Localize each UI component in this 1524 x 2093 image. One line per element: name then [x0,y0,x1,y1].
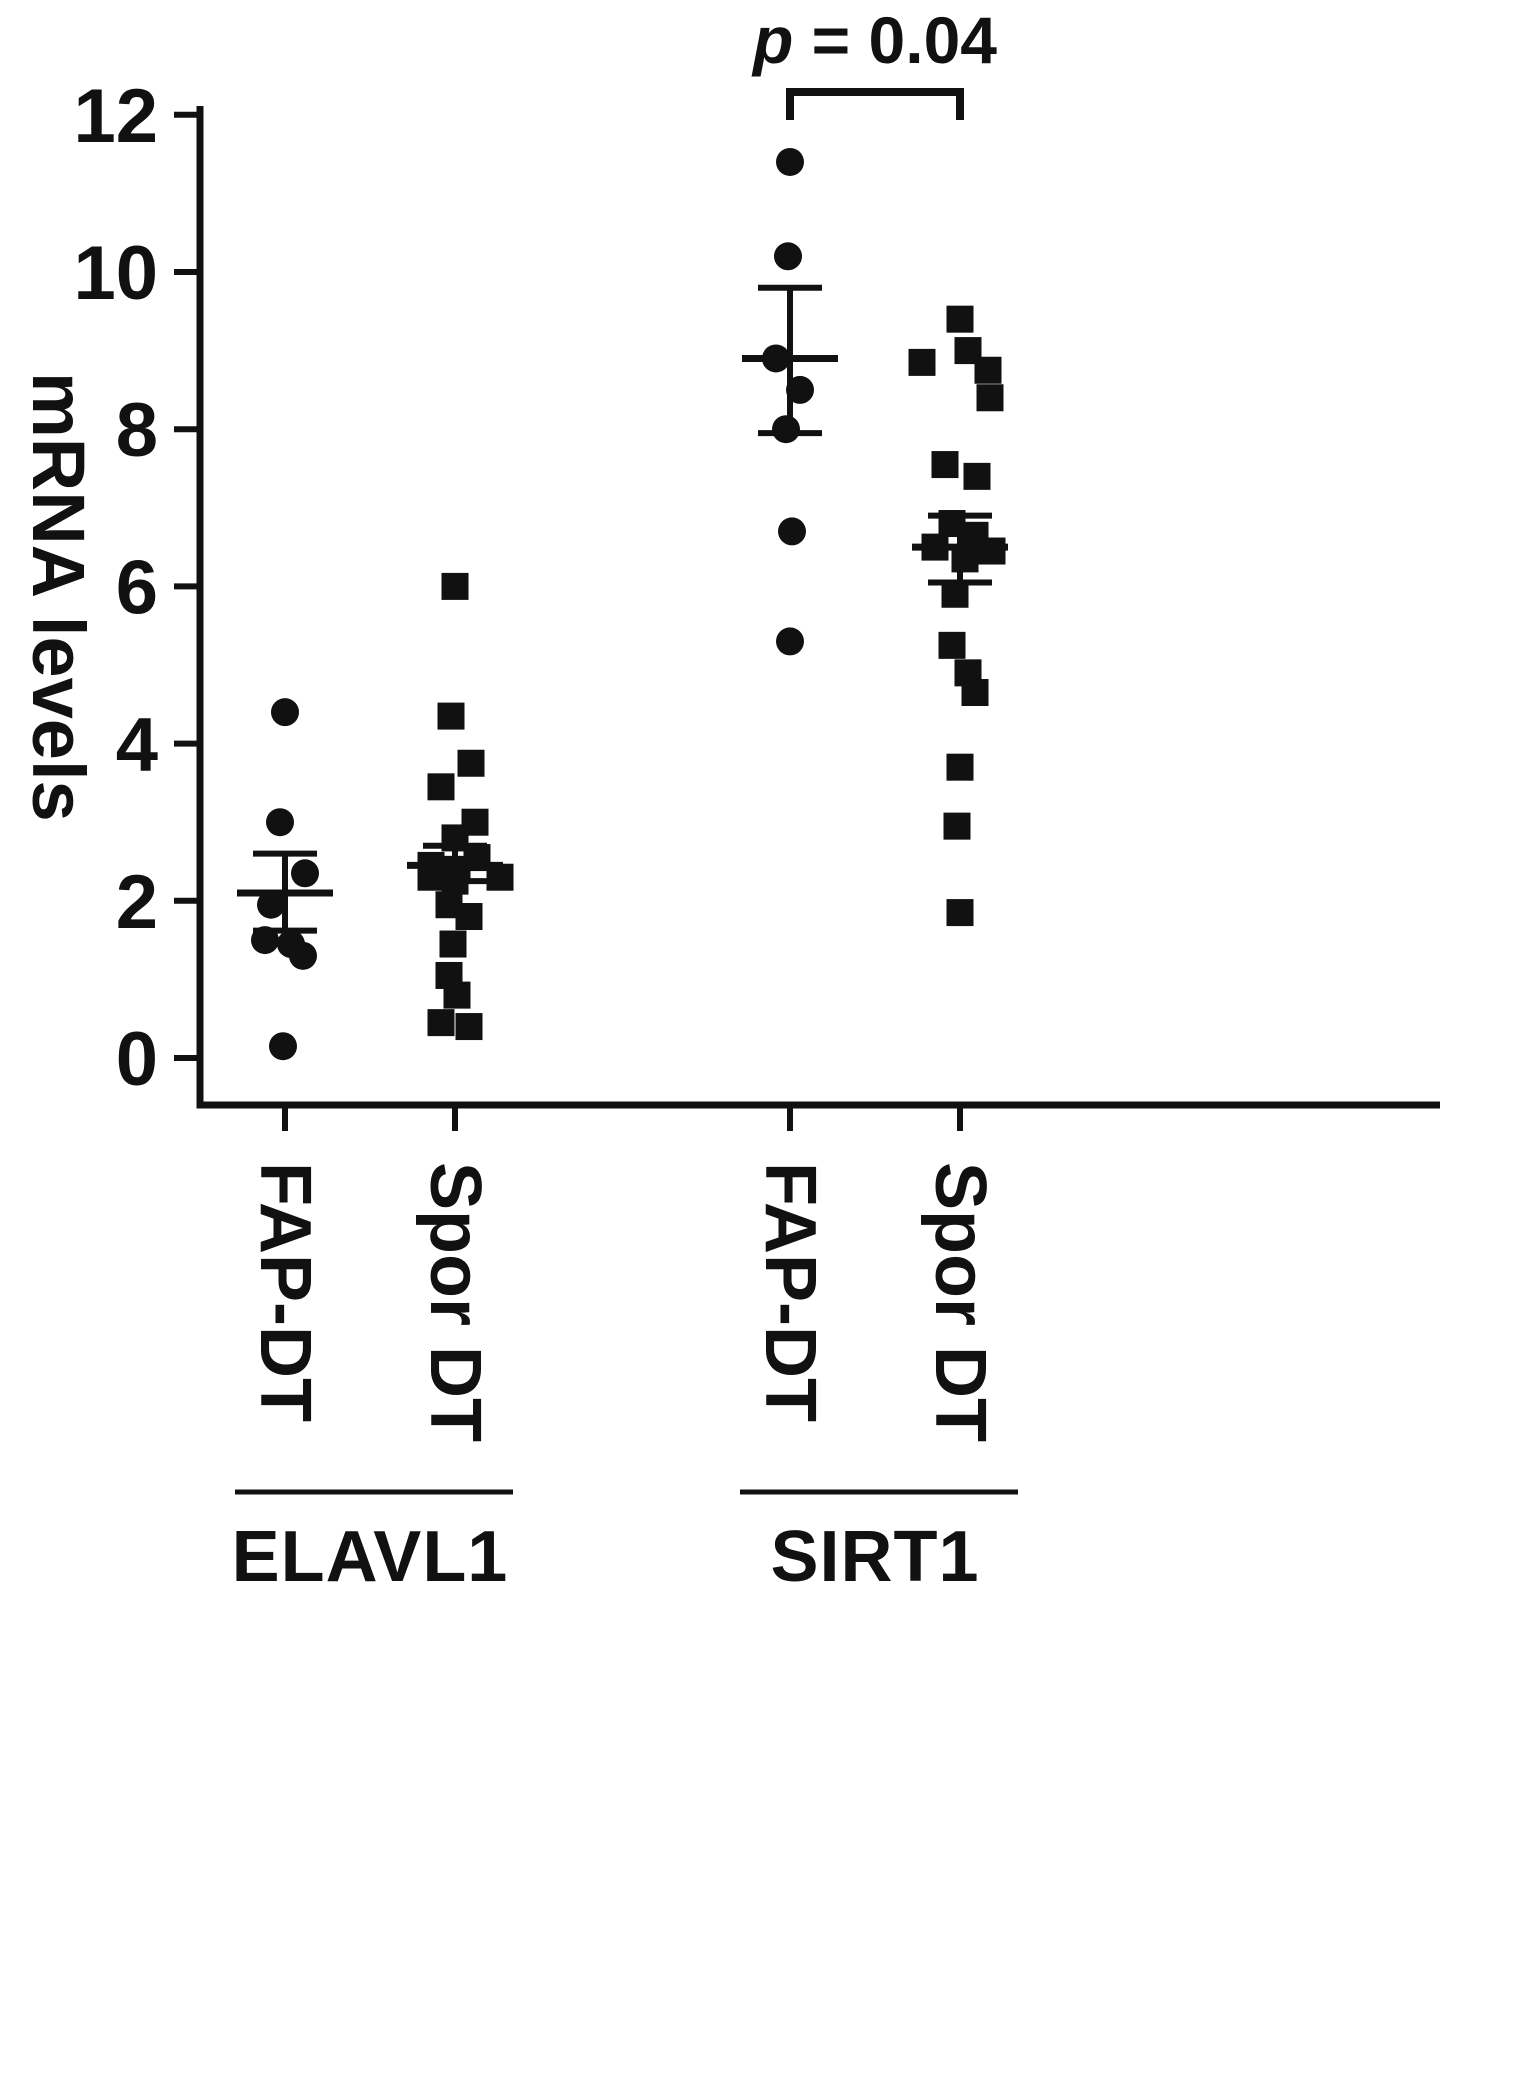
x-category-label: FAP-DT [750,1162,830,1422]
data-point-square [941,580,969,608]
data-point-square [455,1013,483,1041]
data-point-square [417,863,445,891]
data-point-circle [778,517,806,546]
y-axis-title: mRNA levels [17,372,100,822]
gene-group-label: ELAVL1 [231,1517,509,1597]
data-point-circle [271,698,299,727]
axes [196,106,1440,1109]
data-point-square [946,899,974,927]
data-point-square [951,545,979,573]
gene-group-label: SIRT1 [770,1517,980,1597]
data-point-square [974,356,1002,384]
data-point-square [938,510,966,538]
x-category-label: Spor DT [920,1162,1000,1442]
data-point-square [443,981,471,1009]
data-point-square [976,384,1004,412]
data-point-square [946,753,974,781]
y-tick-label: 10 [73,231,158,316]
data-point-square [978,537,1006,565]
data-point-square [457,749,485,777]
data-point-circle [269,1032,297,1061]
data-point-square [921,533,949,561]
data-point-circle [774,242,802,271]
data-point-square [427,773,455,801]
data-point-circle [776,627,804,656]
data-point-circle [762,344,790,373]
data-point-square [963,462,991,490]
data-point-circle [266,808,294,837]
y-tick-label: 12 [73,74,158,159]
x-category-label: FAP-DT [245,1162,325,1422]
data-point-circle [251,926,279,955]
data-point-square [437,702,465,730]
data-point-square [455,903,483,931]
data-point-circle [772,415,800,444]
significance-value: = 0.04 [793,3,997,77]
data-point-square [486,863,514,891]
data-point-square [427,1009,455,1037]
data-point-square [938,631,966,659]
y-tick-label: 8 [116,388,158,473]
data-point-square [931,451,959,479]
data-point-square [908,348,936,376]
y-tick-label: 2 [116,860,158,945]
data-point-circle [289,941,317,970]
significance-p-symbol: p [753,3,794,77]
data-point-circle [291,859,319,888]
data-point-square [441,867,469,895]
y-tick-label: 0 [116,1017,158,1102]
significance-bracket [786,88,964,120]
data-point-circle [776,147,804,176]
x-category-label: Spor DT [415,1162,495,1442]
data-point-square [943,812,971,840]
data-point-circle [786,375,814,404]
data-point-square [441,572,469,600]
data-point-square [961,679,989,707]
data-point-square [946,305,974,333]
data-point-circle [257,890,285,919]
y-tick-label: 6 [116,545,158,630]
data-point-square [439,930,467,958]
y-tick-label: 4 [116,703,158,788]
significance-label: p = 0.04 [675,2,1075,78]
